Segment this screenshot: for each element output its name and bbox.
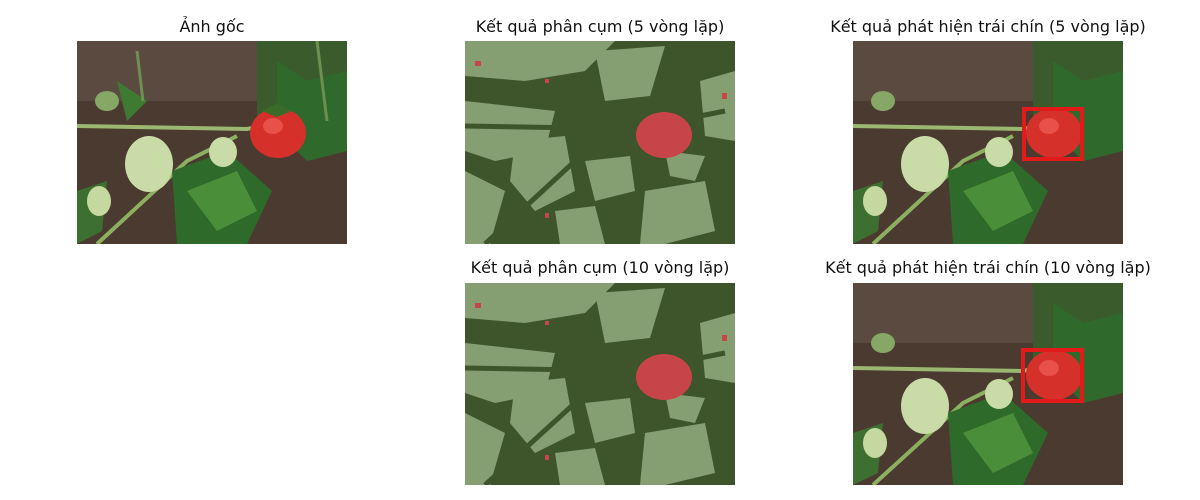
detect-5-drawing <box>853 41 1123 244</box>
panel-title-detect-5: Kết quả phát hiện trái chín (5 vòng lặp) <box>830 17 1146 36</box>
panel-title-original: Ảnh gốc <box>179 17 245 36</box>
panel-title-cluster-5: Kết quả phân cụm (5 vòng lặp) <box>475 17 725 36</box>
original-image <box>77 41 347 244</box>
detect-10-drawing <box>853 283 1123 485</box>
cluster-5-drawing <box>465 41 735 244</box>
panel-title-cluster-10: Kết quả phân cụm (10 vòng lặp) <box>470 258 730 277</box>
ripe-fruit-bounding-box <box>1021 348 1084 403</box>
detection-image-10-iterations <box>853 283 1123 485</box>
cluster-image-5-iterations <box>465 41 735 244</box>
cluster-10-drawing <box>465 283 735 485</box>
cluster-image-10-iterations <box>465 283 735 485</box>
original-image-drawing <box>77 41 347 244</box>
ripe-fruit-bounding-box <box>1022 107 1084 161</box>
detection-image-5-iterations <box>853 41 1123 244</box>
panel-title-detect-10: Kết quả phát hiện trái chín (10 vòng lặp… <box>825 258 1151 277</box>
